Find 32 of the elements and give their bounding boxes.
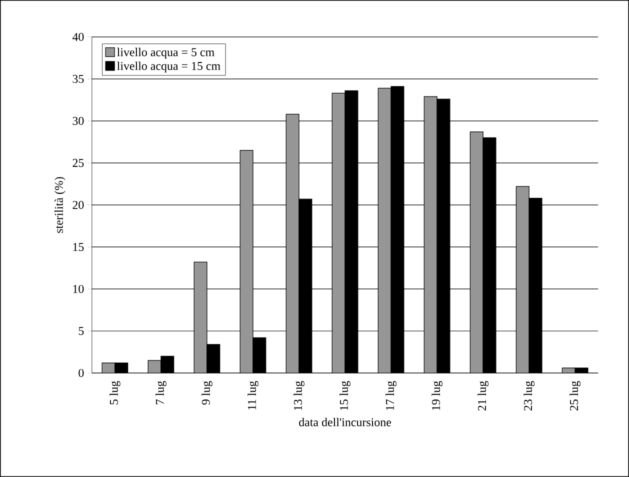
bar xyxy=(332,92,346,374)
x-tick-label: 7 lug xyxy=(156,381,166,404)
y-tick-label: 10 xyxy=(73,284,84,294)
y-tick-label: 40 xyxy=(72,32,84,41)
bar xyxy=(516,186,530,374)
y-tick-label: 15 xyxy=(73,242,84,251)
x-tick-label: 23 lug xyxy=(524,381,535,411)
x-tick-label: 11 lug xyxy=(248,381,258,410)
legend-label: livello acqua = 15 cm xyxy=(117,62,220,72)
x-tick-label: 21 lug xyxy=(478,381,488,411)
x-tick-label: 9 lug xyxy=(202,381,212,405)
x-tick-label: 25 lug xyxy=(570,381,581,411)
bar xyxy=(286,114,300,374)
y-tick-label: 30 xyxy=(72,116,84,125)
y-tick-label: 0 xyxy=(78,369,84,378)
y-axis-title: sterilità (%) xyxy=(54,177,66,233)
bar xyxy=(194,262,208,374)
x-axis-title: data dell'incursione xyxy=(299,418,392,426)
x-tick-label: 13 lug xyxy=(294,381,304,410)
x-tick-label: 17 lug xyxy=(386,381,396,410)
bar xyxy=(240,150,254,374)
y-tick-label: 25 xyxy=(72,158,84,167)
y-tick-label: 5 xyxy=(78,327,84,335)
y-tick-label: 20 xyxy=(72,200,84,210)
x-tick-label: 19 lug xyxy=(432,381,442,410)
bar xyxy=(378,88,392,374)
y-tick-label: 35 xyxy=(72,74,84,83)
legend-label: livello acqua = 5 cm xyxy=(117,48,214,59)
bar xyxy=(470,132,484,374)
x-tick-label: 5 lug xyxy=(110,381,120,404)
x-tick-label: 15 lug xyxy=(340,381,350,410)
bar xyxy=(424,96,438,374)
